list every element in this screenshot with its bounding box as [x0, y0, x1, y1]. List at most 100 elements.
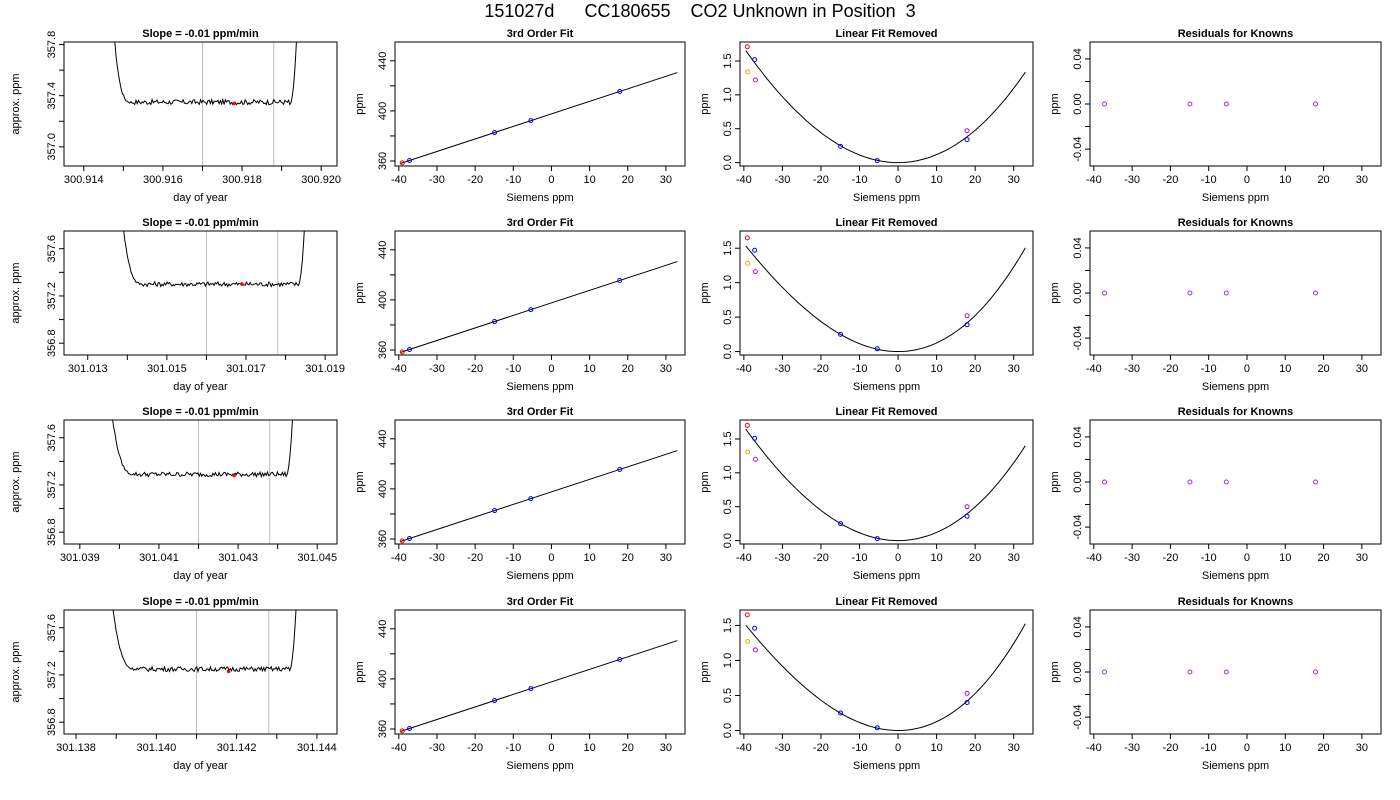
panel-title: Slope = -0.01 ppm/min: [142, 406, 259, 418]
x-tick-label: 301.140: [136, 742, 176, 754]
x-tick-label: -10: [505, 363, 521, 375]
y-tick-label: 1.5: [722, 241, 734, 256]
data-point: [492, 130, 498, 136]
data-point: [752, 435, 758, 441]
data-point: [1187, 669, 1193, 675]
plot-frame: [739, 609, 1034, 735]
y-tick-label: 0.5: [722, 309, 734, 324]
panel-fit-1: 3rd Order Fit -40 -30 -20 -10 0 10 20 30 360 400 44…: [354, 217, 686, 393]
x-tick-label: 20: [622, 363, 634, 375]
data-point: [874, 158, 880, 164]
y-axis-label: approx. ppm: [10, 641, 22, 702]
y-tick-label: 357.0: [46, 133, 58, 161]
x-tick-label: -20: [467, 174, 483, 186]
x-tick-label: 30: [1356, 363, 1368, 375]
x-tick-label: 0: [1244, 742, 1250, 754]
data-point: [528, 686, 534, 692]
panel-title: 3rd Order Fit: [507, 406, 574, 418]
panel-residuals-1: Residuals for Knowns -40 -30 -20 -10 0 10 20 30 -…: [1049, 217, 1382, 393]
y-tick-label: 0.00: [1072, 661, 1084, 682]
data-point: [964, 313, 970, 319]
y-tick-label: 360: [377, 530, 389, 548]
x-tick-label: -20: [467, 552, 483, 564]
x-tick-label: 30: [1008, 742, 1020, 754]
data-point: [399, 160, 405, 166]
y-tick-label: -0.04: [1072, 137, 1084, 162]
x-tick-label: -20: [813, 174, 829, 186]
y-axis-label: approx. ppm: [10, 262, 22, 323]
x-tick-label: -30: [774, 363, 790, 375]
y-tick-label: 360: [377, 341, 389, 359]
x-tick-label: 301.045: [297, 552, 337, 564]
data-point: [964, 504, 970, 510]
y-tick-label: 0.04: [1072, 616, 1084, 637]
plot-frame: [1089, 609, 1382, 735]
y-tick-label: 440: [377, 241, 389, 259]
data-point: [964, 322, 970, 328]
y-tick-label: 400: [377, 670, 389, 688]
x-tick-label: 10: [930, 742, 942, 754]
x-axis-label: day of year: [173, 760, 228, 772]
x-tick-label: 300.918: [222, 174, 262, 186]
x-tick-label: -30: [1124, 174, 1140, 186]
panel-residuals-3: Residuals for Knowns -40 -30 -20 -10 0 10 20 30 -…: [1049, 596, 1382, 772]
plot-area: [744, 44, 1026, 164]
data-point: [964, 128, 970, 134]
data-point: [492, 508, 498, 514]
data-point: [1102, 669, 1108, 675]
fit-line: [400, 261, 678, 353]
y-tick-label: 356.8: [46, 518, 58, 546]
data-point: [1313, 479, 1319, 485]
data-point: [399, 728, 405, 734]
plot-area: [399, 72, 678, 166]
panel-title: Residuals for Knowns: [1178, 28, 1294, 40]
x-tick-label: -30: [429, 363, 445, 375]
x-tick-label: 0: [895, 552, 901, 564]
panel-fit-2: 3rd Order Fit -40 -30 -20 -10 0 10 20 30 360 400 44…: [354, 406, 686, 582]
x-tick-label: 10: [1279, 552, 1291, 564]
plot-frame: [63, 609, 338, 735]
panel-title: Linear Fit Removed: [835, 217, 937, 229]
x-tick-label: 20: [622, 552, 634, 564]
plot-area: [112, 420, 293, 544]
data-line: [123, 231, 305, 288]
x-tick-label: -10: [505, 552, 521, 564]
plot-area: [114, 42, 297, 166]
y-tick-label: 440: [377, 430, 389, 448]
data-point: [528, 496, 534, 502]
y-axis-label: ppm: [699, 661, 711, 682]
plot-area: [399, 261, 678, 355]
y-tick-label: 1.0: [722, 275, 734, 290]
panel-fit-0: 3rd Order Fit -40 -30 -20 -10 0 10 20 30 360 400 44…: [354, 28, 686, 204]
y-tick-label: 0.00: [1072, 282, 1084, 303]
x-tick-label: -40: [1086, 552, 1102, 564]
panel-title: 3rd Order Fit: [507, 28, 574, 40]
x-axis-label: Siemens ppm: [853, 760, 920, 772]
panel-title: Slope = -0.01 ppm/min: [142, 28, 259, 40]
panel-title: 3rd Order Fit: [507, 596, 574, 608]
y-tick-label: 0.5: [722, 688, 734, 703]
y-tick-label: 0.00: [1072, 93, 1084, 114]
x-axis-label: Siemens ppm: [853, 570, 920, 582]
y-tick-label: 0.00: [1072, 471, 1084, 492]
data-point: [744, 235, 750, 241]
data-point: [232, 101, 236, 106]
data-point: [1223, 290, 1229, 296]
x-axis-label: Siemens ppm: [853, 192, 920, 204]
x-tick-label: -10: [852, 174, 868, 186]
y-tick-label: 400: [377, 291, 389, 309]
data-point: [874, 725, 880, 731]
panel-title: Linear Fit Removed: [835, 28, 937, 40]
y-tick-label: 357.6: [46, 614, 58, 642]
data-point: [1223, 101, 1229, 107]
x-tick-label: 30: [1356, 552, 1368, 564]
x-tick-label: 10: [930, 174, 942, 186]
panel-timeseries-2: Slope = -0.01 ppm/min 301.039 301.041 301.0…: [10, 406, 338, 582]
data-point: [617, 88, 623, 94]
data-point: [964, 690, 970, 696]
y-tick-label: 400: [377, 102, 389, 120]
panel-fit-3: 3rd Order Fit -40 -30 -20 -10 0 10 20 30 360 400 44…: [354, 596, 686, 772]
x-tick-label: -30: [774, 552, 790, 564]
y-axis-label: ppm: [699, 471, 711, 492]
data-point: [407, 725, 412, 731]
